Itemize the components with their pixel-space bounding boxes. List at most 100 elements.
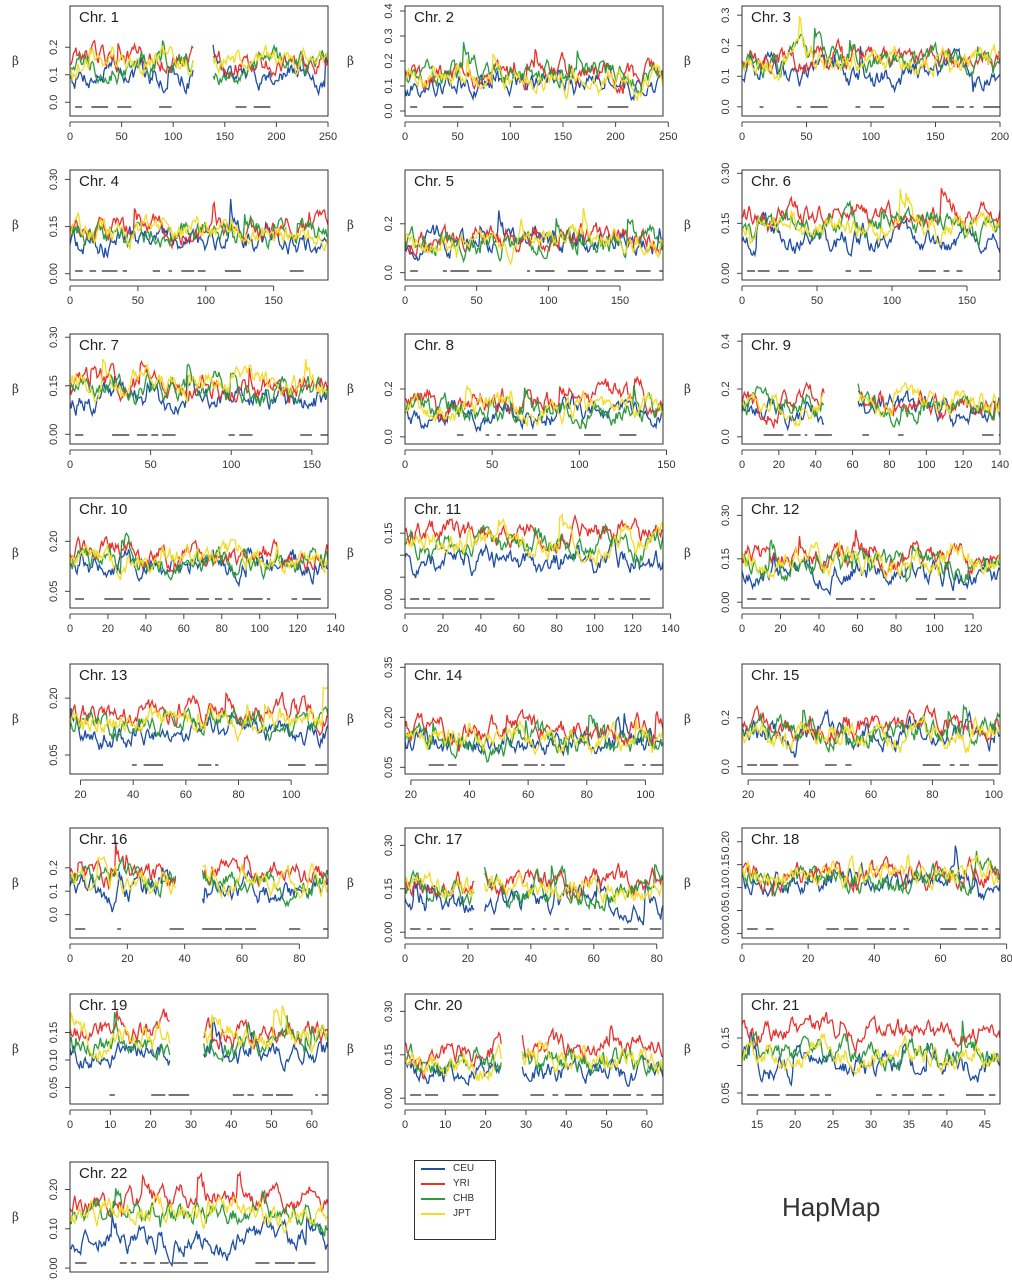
chr-1-x-tick-label: 250 xyxy=(319,131,337,143)
chr-10-title: Chr. 10 xyxy=(79,501,127,518)
chr-22-y-tick-label: 0.00 xyxy=(48,1257,60,1278)
chr-12-y-tick-label: 0.00 xyxy=(720,591,732,612)
chr-18-yri-line xyxy=(742,855,1000,897)
chr-8-y-tick-label: 0.2 xyxy=(383,381,395,396)
chr-18-ceu-line xyxy=(742,845,1000,902)
chr-21-y-tick-label: 0.05 xyxy=(720,1082,732,1103)
chr-16-y-tick-label: 0.1 xyxy=(48,884,60,899)
chr-13-x-tick-label: 40 xyxy=(127,789,139,801)
chr-20-title: Chr. 20 xyxy=(414,997,462,1014)
chr-1-x-tick-label: 200 xyxy=(267,131,285,143)
chr-3-x-tick-label: 200 xyxy=(991,131,1009,143)
chr-15-x-tick-label: 40 xyxy=(803,789,815,801)
chr-2-y-tick-label: 0.3 xyxy=(383,28,395,43)
chr-11-title: Chr. 11 xyxy=(414,501,461,518)
chr-15-frame xyxy=(741,663,1001,775)
chr-9-jpt-line xyxy=(742,381,1000,428)
chr-13-x-tick-label: 80 xyxy=(232,789,244,801)
chr-22-frame xyxy=(69,1161,329,1273)
chr-11-x-tick-label: 0 xyxy=(402,623,408,635)
chr-11-jpt-line xyxy=(405,512,663,567)
chr-17-title: Chr. 17 xyxy=(414,831,462,848)
chr-12-x-tick-label: 100 xyxy=(925,623,943,635)
chr-13-y-tick-label: 0.05 xyxy=(48,744,60,765)
chr-6-y-axis-label: β xyxy=(684,218,691,232)
chr-20-x-tick-label: 10 xyxy=(439,1119,451,1131)
chr-10-x-tick-label: 40 xyxy=(140,623,152,635)
chr-19-x-tick-label: 20 xyxy=(145,1119,157,1131)
chr-2-x-tick-label: 250 xyxy=(659,131,677,143)
chr-5-y-tick-label: 0.2 xyxy=(383,216,395,231)
chr-11-x-tick-label: 40 xyxy=(475,623,487,635)
chr-6-title: Chr. 6 xyxy=(751,173,791,190)
chr-3-y-axis-label: β xyxy=(684,54,691,68)
chr-19-chb-line xyxy=(70,1012,328,1063)
chr-3-x-tick-label: 100 xyxy=(862,131,880,143)
chr-7-y-tick-label: 0.15 xyxy=(48,375,60,396)
chr-7-title: Chr. 7 xyxy=(79,337,119,354)
chr-13-frame xyxy=(69,663,329,775)
chr-9-x-tick-label: 40 xyxy=(810,459,822,471)
chr-18-title: Chr. 18 xyxy=(751,831,799,848)
chr-12-title: Chr. 12 xyxy=(751,501,799,518)
chr-10-x-tick-label: 100 xyxy=(251,623,269,635)
chr-10-x-tick-label: 140 xyxy=(326,623,344,635)
chr-4-x-tick-label: 150 xyxy=(265,295,283,307)
chr-1-x-tick-label: 50 xyxy=(115,131,127,143)
chr-19-x-tick-label: 40 xyxy=(225,1119,237,1131)
chr-13-y-tick-label: 0.20 xyxy=(48,687,60,708)
chr-7-y-axis-label: β xyxy=(12,382,19,396)
chr-4-frame xyxy=(69,169,329,281)
chr-3-ceu-line xyxy=(742,46,1000,94)
chr-20-y-tick-label: 0.30 xyxy=(383,1001,395,1022)
chr-21-title: Chr. 21 xyxy=(751,997,799,1014)
chr-20-x-tick-label: 40 xyxy=(560,1119,572,1131)
chr-5-x-tick-label: 100 xyxy=(539,295,557,307)
chr-8-frame xyxy=(404,333,664,445)
chr-5-x-tick-label: 150 xyxy=(611,295,629,307)
chr-7-y-tick-label: 0.30 xyxy=(48,327,60,348)
legend-label-yri: YRI xyxy=(453,1178,470,1189)
legend-label-chb: CHB xyxy=(453,1193,475,1204)
chr-21-x-tick-label: 45 xyxy=(979,1119,991,1131)
chr-1-y-tick-label: 0.0 xyxy=(48,95,60,110)
chr-22-y-tick-label: 0.20 xyxy=(48,1179,60,1200)
chr-5-panel: β 0.0 0.2 0 50 100 150 Chr. 5 xyxy=(347,169,664,307)
chr-16-title: Chr. 16 xyxy=(79,831,127,848)
chr-4-ceu-line xyxy=(70,198,328,259)
chr-8-yri-line xyxy=(405,375,663,424)
chr-10-jpt-line xyxy=(70,538,328,581)
chr-2-x-tick-label: 200 xyxy=(606,131,624,143)
chr-12-x-tick-label: 80 xyxy=(890,623,902,635)
chr-16-jpt-line xyxy=(70,855,328,900)
chr-14-y-axis-label: β xyxy=(347,712,354,726)
chr-2-y-tick-label: 0.4 xyxy=(383,3,395,18)
chr-4-x-tick-label: 50 xyxy=(132,295,144,307)
chr-20-panel: β 0.00 0.15 0.30 0 10 20 30 40 50 60 Chr. 20 xyxy=(347,993,664,1131)
chr-21-chb-line xyxy=(742,1020,1000,1072)
chr-16-x-tick-label: 60 xyxy=(236,953,248,965)
chr-19-x-tick-label: 60 xyxy=(306,1119,318,1131)
chr-8-jpt-line xyxy=(405,384,663,427)
chr-1-chb-line xyxy=(70,40,328,86)
chr-18-x-tick-label: 0 xyxy=(739,953,745,965)
chr-12-x-tick-label: 0 xyxy=(739,623,745,635)
chr-5-title: Chr. 5 xyxy=(414,173,454,190)
chr-20-x-tick-label: 60 xyxy=(641,1119,653,1131)
chr-9-x-tick-label: 140 xyxy=(991,459,1009,471)
chr-2-panel: β 0.0 0.1 0.2 0.3 0.4 0 50 100 150 200 250 Chr. 2 xyxy=(347,3,677,143)
chr-14-x-tick-label: 60 xyxy=(522,789,534,801)
legend-label-jpt: JPT xyxy=(453,1208,471,1219)
chr-22-ceu-line xyxy=(70,1213,328,1268)
chr-10-x-tick-label: 80 xyxy=(216,623,228,635)
chr-3-x-tick-label: 150 xyxy=(926,131,944,143)
chr-17-panel: β 0.00 0.15 0.30 0 20 40 60 80 Chr. 17 xyxy=(347,827,664,965)
chr-15-x-tick-label: 60 xyxy=(865,789,877,801)
chr-13-panel: β 0.05 0.20 20 40 60 80 100 Chr. 13 xyxy=(12,663,329,801)
chr-3-title: Chr. 3 xyxy=(751,9,791,26)
chr-7-x-tick-label: 50 xyxy=(145,459,157,471)
chr-9-y-tick-label: 0.2 xyxy=(720,381,732,396)
chr-11-y-tick-label: 0.00 xyxy=(383,588,395,609)
chr-10-y-tick-label: 0.05 xyxy=(48,581,60,602)
chr-10-x-tick-label: 0 xyxy=(67,623,73,635)
